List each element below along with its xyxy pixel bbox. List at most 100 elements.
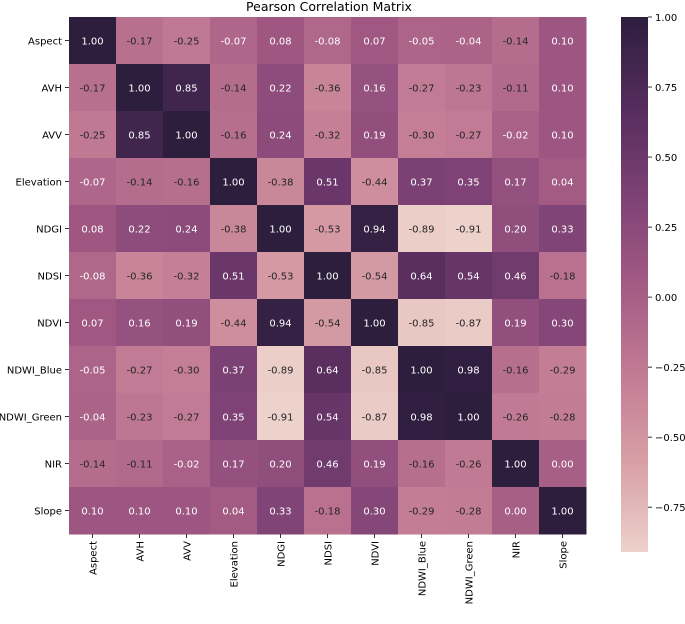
cell-value-label: 0.98 xyxy=(457,366,479,377)
heatmap-cells: 1.00 -0.17 -0.25 -0.07 0.08 -0.08 0.07 -0.05 -0.… xyxy=(69,17,587,535)
heatmap-cell xyxy=(492,393,540,441)
heatmap-cell xyxy=(539,440,587,488)
cell-value-label: -0.28 xyxy=(456,507,482,518)
cell-value-label: -0.29 xyxy=(550,366,576,377)
y-tick-label: AVV xyxy=(42,131,62,142)
heatmap-cell xyxy=(492,111,540,159)
cell-value-label: 0.35 xyxy=(457,178,479,189)
heatmap-cell xyxy=(210,393,258,441)
cell-value-label: -0.27 xyxy=(409,84,435,95)
cell-value-label: 0.51 xyxy=(222,272,244,283)
heatmap-cell xyxy=(539,487,587,535)
cell-value-label: 1.00 xyxy=(128,84,150,95)
heatmap-cell xyxy=(69,64,117,112)
x-tick-label: NDSI xyxy=(324,541,335,565)
cell-value-label: 1.00 xyxy=(81,37,103,48)
heatmap-cell xyxy=(398,158,446,206)
cell-value-label: 0.19 xyxy=(504,319,526,330)
heatmap-cell xyxy=(492,299,540,347)
heatmap-cell xyxy=(445,158,493,206)
cell-value-label: -0.87 xyxy=(456,319,482,330)
cell-value-label: -0.30 xyxy=(174,366,200,377)
heatmap-cell xyxy=(398,440,446,488)
cell-value-label: -0.53 xyxy=(315,225,341,236)
heatmap-cell xyxy=(445,346,493,394)
cell-value-label: -0.38 xyxy=(268,178,294,189)
x-tick-label: NDVI xyxy=(371,541,382,566)
heatmap-cell xyxy=(492,487,540,535)
heatmap-cell xyxy=(398,111,446,159)
cell-value-label: 0.10 xyxy=(175,507,197,518)
heatmap-cell xyxy=(445,205,493,253)
cell-value-label: 0.33 xyxy=(551,225,573,236)
heatmap-cell xyxy=(210,487,258,535)
heatmap-cell xyxy=(210,158,258,206)
heatmap-cell xyxy=(257,487,305,535)
y-tick-label: Slope xyxy=(34,507,62,518)
cell-value-label: -0.44 xyxy=(221,319,247,330)
cell-value-label: 0.19 xyxy=(175,319,197,330)
y-tick-label: AVH xyxy=(41,84,62,95)
cell-value-label: -0.07 xyxy=(221,37,247,48)
cell-value-label: -0.23 xyxy=(456,84,482,95)
heatmap-cell xyxy=(351,440,399,488)
x-tick-label: Aspect xyxy=(89,541,100,575)
cell-value-label: 0.37 xyxy=(222,366,244,377)
heatmap-cell xyxy=(492,346,540,394)
heatmap-cell xyxy=(492,17,540,65)
cell-value-label: 0.10 xyxy=(551,131,573,142)
x-tick-label: NDGI xyxy=(277,541,288,567)
heatmap-cell xyxy=(304,346,352,394)
cell-value-label: 0.19 xyxy=(363,460,385,471)
cell-value-label: 0.17 xyxy=(222,460,244,471)
heatmap-cell xyxy=(445,487,493,535)
cell-value-label: -0.02 xyxy=(174,460,200,471)
heatmap-cell xyxy=(210,17,258,65)
cell-value-label: 1.00 xyxy=(269,225,291,236)
cell-value-label: 0.24 xyxy=(269,131,291,142)
cell-value-label: -0.27 xyxy=(174,413,200,424)
heatmap-cell xyxy=(163,346,211,394)
cell-value-label: -0.18 xyxy=(550,272,576,283)
cell-value-label: -0.02 xyxy=(503,131,529,142)
cell-value-label: 0.64 xyxy=(316,366,338,377)
heatmap-cell xyxy=(69,346,117,394)
cell-value-label: -0.04 xyxy=(80,413,106,424)
colorbar-tick-label: −0.75 xyxy=(655,503,685,514)
heatmap-cell xyxy=(492,64,540,112)
cell-value-label: 0.64 xyxy=(410,272,432,283)
heatmap-cell xyxy=(445,64,493,112)
heatmap-cell xyxy=(163,440,211,488)
colorbar: 1.00 0.75 0.50 0.25 0.00 −0.25 −0.50 −0.75 xyxy=(621,13,685,552)
cell-value-label: -0.85 xyxy=(362,366,388,377)
heatmap-cell xyxy=(257,111,305,159)
cell-value-label: -0.14 xyxy=(80,460,106,471)
heatmap-cell xyxy=(163,487,211,535)
heatmap-cell xyxy=(69,440,117,488)
y-tick-label: Aspect xyxy=(28,37,62,48)
heatmap-cell xyxy=(116,440,164,488)
heatmap-cell xyxy=(304,299,352,347)
heatmap-cell xyxy=(398,393,446,441)
heatmap-cell xyxy=(445,299,493,347)
heatmap-cell xyxy=(69,111,117,159)
cell-value-label: -0.08 xyxy=(80,272,106,283)
cell-value-label: 0.85 xyxy=(128,131,150,142)
heatmap-cell xyxy=(351,299,399,347)
heatmap-cell xyxy=(445,393,493,441)
colorbar-tick-label: 0.75 xyxy=(655,83,677,94)
chart-title: Pearson Correlation Matrix xyxy=(246,0,412,14)
cell-value-label: -0.16 xyxy=(221,131,247,142)
cell-value-label: 0.98 xyxy=(410,413,432,424)
heatmap-cell xyxy=(116,393,164,441)
heatmap-cell xyxy=(116,17,164,65)
cell-value-label: 0.08 xyxy=(81,225,103,236)
x-tick-label: Elevation xyxy=(230,541,241,587)
heatmap-cell xyxy=(69,205,117,253)
heatmap-cell xyxy=(492,252,540,300)
heatmap-cell xyxy=(116,158,164,206)
cell-value-label: 0.46 xyxy=(316,460,338,471)
heatmap-cell xyxy=(69,299,117,347)
x-tick-label: AVV xyxy=(183,541,194,561)
